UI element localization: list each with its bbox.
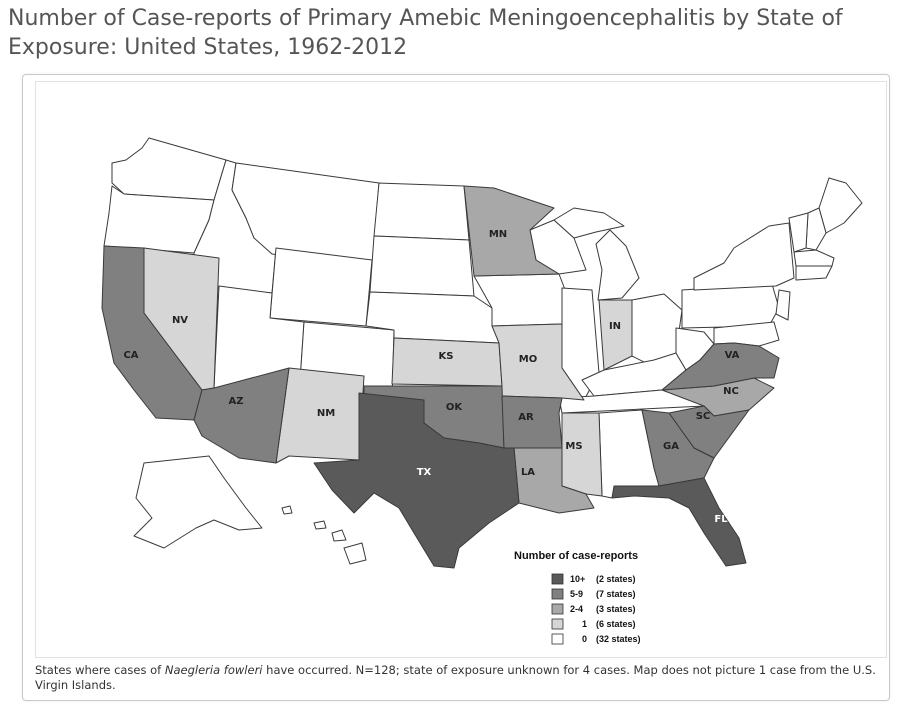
legend-range-1: 1 — [582, 619, 587, 629]
label-ms: MS — [565, 441, 582, 452]
state-sd — [369, 235, 475, 297]
state-hi — [281, 505, 367, 565]
legend-count-10plus: (2 states) — [596, 574, 636, 584]
label-ga: GA — [663, 441, 679, 452]
legend-count-5-9: (7 states) — [596, 589, 636, 599]
label-mo: MO — [519, 354, 537, 365]
label-fl: FL — [714, 514, 728, 525]
legend-range-0: 0 — [582, 634, 587, 644]
label-ar: AR — [518, 412, 534, 423]
legend-range-5-9: 5-9 — [570, 589, 583, 599]
legend-swatch-10plus — [551, 573, 564, 585]
caption-organism: Naegleria fowleri — [164, 663, 263, 677]
label-nm: NM — [317, 408, 335, 419]
legend-swatch-2-4 — [551, 603, 564, 615]
map-frame: MN NV IN CA KS MO VA NC AZ NM OK AR SC G… — [35, 81, 887, 658]
state-ct-ri — [795, 265, 833, 281]
legend-swatch-1 — [551, 618, 564, 630]
label-ks: KS — [439, 351, 454, 362]
state-tx — [313, 392, 520, 569]
state-la — [513, 447, 595, 514]
label-ca: CA — [123, 350, 138, 361]
state-vt — [788, 212, 809, 253]
us-map: MN NV IN CA KS MO VA NC AZ NM OK AR SC G… — [101, 137, 863, 645]
page-title: Number of Case-reports of Primary Amebic… — [8, 6, 843, 60]
label-ok: OK — [446, 402, 464, 413]
caption-after: have occurred. N=128; state of exposure … — [35, 663, 876, 692]
label-nv: NV — [172, 315, 188, 326]
state-ma — [793, 249, 835, 267]
state-ga — [641, 409, 715, 487]
legend-count-1: (6 states) — [596, 619, 636, 629]
label-va: VA — [725, 350, 740, 361]
legend-swatch-0 — [551, 633, 564, 645]
state-ak — [133, 455, 263, 549]
caption: States where cases of Naegleria fowleri … — [35, 663, 879, 693]
state-in — [598, 299, 633, 371]
state-fl — [611, 477, 747, 567]
legend-range-10plus: 10+ — [570, 574, 585, 584]
state-nd — [373, 182, 470, 241]
label-in: IN — [609, 321, 621, 332]
legend-count-2-4: (3 states) — [596, 604, 636, 614]
legend: Number of case-reports 10+ (2 states) 5-… — [514, 550, 641, 645]
legend-count-0: (32 states) — [596, 634, 641, 644]
state-wa — [111, 137, 227, 201]
state-wy — [269, 247, 373, 327]
state-mi-upper — [553, 207, 625, 239]
legend-title: Number of case-reports — [514, 550, 638, 562]
state-mi-lower — [595, 229, 640, 301]
label-tx: TX — [417, 467, 432, 478]
label-nc: NC — [723, 386, 739, 397]
state-ks — [391, 337, 503, 387]
state-ny — [693, 222, 795, 291]
state-ms — [561, 412, 603, 497]
label-sc: SC — [696, 411, 711, 422]
label-az: AZ — [229, 396, 244, 407]
state-me — [818, 177, 863, 234]
state-nj — [775, 289, 791, 321]
caption-before: States where cases of — [35, 663, 165, 677]
map-panel: MN NV IN CA KS MO VA NC AZ NM OK AR SC G… — [22, 74, 890, 701]
state-az — [193, 367, 290, 464]
label-la: LA — [521, 467, 535, 478]
label-mn: MN — [489, 229, 507, 240]
legend-swatch-5-9 — [551, 588, 564, 600]
state-va — [661, 342, 780, 391]
state-mn — [463, 185, 560, 277]
legend-range-2-4: 2-4 — [570, 604, 583, 614]
state-pa — [681, 283, 780, 329]
